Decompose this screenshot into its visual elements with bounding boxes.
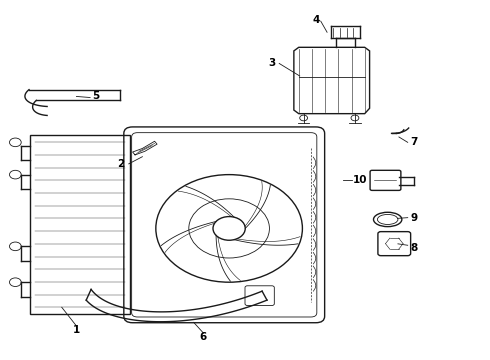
Text: 7: 7: [410, 138, 417, 147]
Text: 2: 2: [117, 159, 124, 169]
Text: 9: 9: [410, 213, 417, 222]
Text: 6: 6: [200, 332, 207, 342]
Text: 10: 10: [353, 175, 367, 185]
Text: 3: 3: [268, 58, 275, 68]
Text: 1: 1: [73, 325, 80, 335]
Bar: [30, 135, 130, 315]
Text: 5: 5: [92, 91, 99, 101]
Text: 4: 4: [312, 15, 319, 26]
Text: 8: 8: [410, 243, 417, 253]
